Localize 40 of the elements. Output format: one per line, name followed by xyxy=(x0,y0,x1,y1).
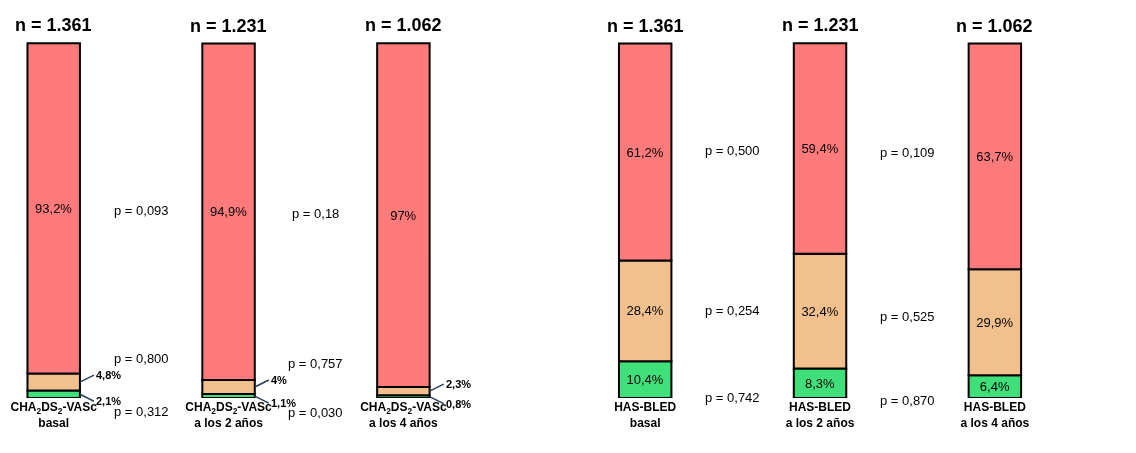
data-label: 2,1% xyxy=(96,395,122,407)
data-label: 0,8% xyxy=(446,398,472,410)
x-tick-label: HAS-BLED a los 4 años xyxy=(960,400,1030,430)
annotation: p = 0,525 xyxy=(880,309,935,324)
data-label: 61,2% xyxy=(626,144,664,160)
data-label: 2,3% xyxy=(446,378,472,390)
x-tick-label: CHA$_{2}$DS$_{2}$-VASc basal xyxy=(10,400,98,430)
annotation: p = 0,742 xyxy=(705,390,760,405)
data-label: 97% xyxy=(390,207,417,223)
annotation: p = 0,18 xyxy=(292,206,340,221)
data-label: 32,4% xyxy=(801,303,839,319)
x-tick-label: HAS-BLED basal xyxy=(614,400,677,430)
x-tick-label: CHA$_{2}$DS$_{2}$-VASc a los 4 años xyxy=(360,400,447,430)
data-label: 29,9% xyxy=(976,314,1014,330)
text: n = 1.062 xyxy=(365,15,442,35)
text: n = 1.361 xyxy=(607,16,684,36)
text: p = 0,312 xyxy=(114,404,169,419)
data-label: 63,7% xyxy=(976,148,1014,164)
data-label: 59,4% xyxy=(801,140,839,156)
data-label: 94,9% xyxy=(209,204,248,220)
data-label: 6,4% xyxy=(979,379,1010,395)
text: n = 1.361 xyxy=(15,15,92,35)
annotation: p = 0,254 xyxy=(705,303,760,318)
x-tick-label: HAS-BLED a los 2 años xyxy=(785,400,855,430)
data-label: 93,2% xyxy=(35,200,73,216)
data-label: 10,4% xyxy=(626,372,664,388)
data-label: 28,4% xyxy=(626,303,664,319)
text: n = 1.231 xyxy=(190,16,267,36)
annotation: p = 0,800 xyxy=(114,351,169,366)
annotation: p = 0,109 xyxy=(880,145,935,160)
data-label: 1,1% xyxy=(271,397,297,409)
data-label: 4% xyxy=(271,374,288,386)
annotation: p = 0,500 xyxy=(705,143,760,158)
text: n = 1.062 xyxy=(956,16,1033,36)
data-label: 4,8% xyxy=(96,369,122,381)
annotation: p = 0,870 xyxy=(880,393,935,408)
annotation: p = 0,757 xyxy=(288,356,343,371)
annotation: p = 0,093 xyxy=(114,203,169,218)
data-label: 8,3% xyxy=(804,375,836,391)
text: n = 1.231 xyxy=(782,15,859,35)
